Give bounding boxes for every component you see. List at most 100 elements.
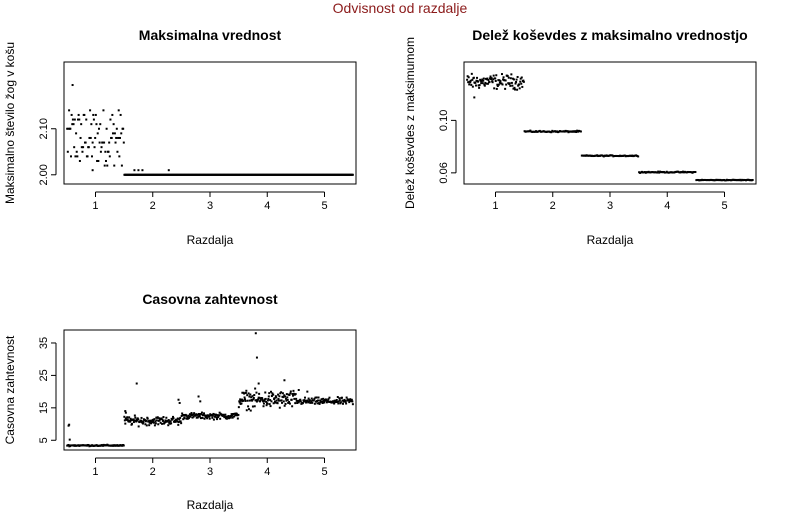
data-point (504, 79, 507, 82)
data-point (505, 83, 508, 86)
data-point (122, 444, 125, 447)
data-point (239, 398, 242, 401)
data-point (333, 402, 336, 405)
data-point (350, 400, 353, 403)
data-point (174, 420, 177, 423)
data-point (169, 420, 172, 423)
data-point (290, 398, 293, 401)
data-point (518, 83, 521, 86)
data-point (317, 396, 320, 399)
data-point (297, 389, 300, 391)
data-point (304, 399, 307, 402)
data-point (199, 413, 202, 416)
data-point (500, 73, 503, 76)
data-point (167, 419, 170, 422)
data-point (288, 393, 291, 396)
data-point (146, 417, 149, 420)
data-point (281, 401, 284, 404)
data-point (513, 86, 516, 89)
x-tick-label: 1 (92, 466, 98, 478)
data-point (480, 82, 483, 85)
data-point (86, 155, 89, 158)
chart-panel-3: Casovna zahtevnost Razdalja Casovna zahtev… (3, 291, 357, 512)
data-point (258, 392, 261, 395)
data-point (500, 82, 503, 85)
data-point (522, 79, 525, 82)
data-point (75, 150, 78, 153)
x-tick-label: 2 (550, 200, 556, 212)
data-point (178, 401, 181, 404)
data-point (516, 88, 519, 91)
data-point (336, 396, 339, 399)
data-point (486, 82, 489, 85)
data-point (217, 416, 220, 419)
data-point (308, 400, 311, 403)
x-tick-label: 1 (492, 200, 498, 212)
data-point (185, 414, 188, 417)
data-point (305, 401, 308, 404)
data-point (205, 414, 208, 417)
data-point (246, 399, 249, 402)
data-point (227, 417, 230, 420)
data-point (263, 399, 266, 402)
data-point (237, 406, 240, 409)
data-point (98, 141, 101, 144)
data-point (470, 83, 473, 86)
data-point (132, 421, 135, 424)
data-point (191, 414, 194, 417)
data-point (345, 396, 348, 399)
data-point (345, 402, 348, 405)
data-point (195, 413, 198, 416)
data-point (90, 155, 93, 158)
data-point (326, 400, 329, 403)
data-point (180, 422, 183, 425)
data-point (248, 399, 251, 402)
data-point (203, 417, 206, 420)
data-point (212, 418, 215, 421)
data-point (115, 136, 118, 139)
data-point (341, 402, 344, 405)
data-point (299, 400, 302, 403)
data-point (108, 155, 111, 158)
data-point (512, 87, 515, 90)
data-point (313, 402, 316, 405)
data-point (74, 155, 77, 158)
data-point (100, 146, 103, 149)
data-point (265, 400, 268, 403)
data-point (194, 414, 197, 417)
data-point (348, 399, 351, 402)
data-point (297, 401, 300, 404)
data-point (114, 141, 117, 144)
data-point (179, 420, 182, 423)
data-point (178, 418, 181, 421)
data-point (240, 402, 243, 405)
x-axis-label: Razdalja (187, 233, 234, 247)
y-tick-label: 35 (38, 337, 50, 349)
data-point (205, 416, 208, 419)
data-point (118, 136, 121, 139)
data-point (275, 399, 278, 402)
data-point (245, 409, 248, 412)
data-point (486, 77, 489, 80)
data-point (107, 150, 110, 153)
data-point (311, 401, 314, 404)
data-point (291, 392, 294, 395)
data-point (268, 403, 271, 406)
data-point (274, 401, 277, 404)
data-point (78, 159, 81, 162)
data-point (521, 85, 524, 88)
data-point (337, 400, 340, 403)
data-point (87, 146, 90, 149)
data-point (101, 141, 104, 144)
data-point (483, 83, 486, 86)
data-point (254, 332, 257, 335)
data-point (467, 81, 470, 84)
data-point (141, 169, 144, 172)
data-point (75, 132, 78, 135)
y-tick-label: 2.00 (38, 164, 50, 185)
data-point (240, 399, 243, 402)
data-point (188, 413, 191, 416)
data-point (292, 389, 295, 392)
data-point (286, 396, 289, 399)
data-point (175, 418, 178, 421)
